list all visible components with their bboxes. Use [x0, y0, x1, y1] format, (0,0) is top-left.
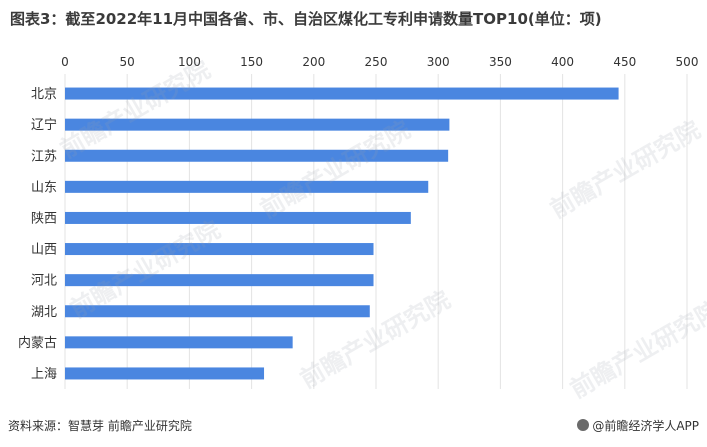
x-tick-label: 500 [676, 55, 699, 69]
x-tick-label: 50 [120, 55, 135, 69]
category-label: 江苏 [31, 148, 57, 164]
brand-text: @前瞻经济学人APP [592, 419, 699, 433]
bar-山东 [65, 180, 429, 193]
x-tick-label: 250 [365, 55, 388, 69]
x-tick-label: 100 [178, 55, 201, 69]
bar-山西 [65, 243, 374, 256]
bar-内蒙古 [65, 336, 293, 349]
category-label: 内蒙古 [18, 335, 57, 351]
x-tick-label: 300 [427, 55, 450, 69]
bar-河北 [65, 274, 374, 287]
x-tick-label: 150 [240, 55, 263, 69]
x-tick-label: 450 [613, 55, 636, 69]
x-tick-label: 350 [489, 55, 512, 69]
bar-上海 [65, 367, 265, 380]
x-axis-ticks: 0 50 100 150 200 250 300 350 400 450 500 [61, 55, 698, 69]
category-label: 河北 [31, 274, 57, 289]
footer: 资料来源：智慧芽 前瞻产业研究院 @前瞻经济学人APP [0, 414, 707, 436]
bar-北京 [65, 87, 619, 100]
category-label: 上海 [31, 367, 57, 382]
category-label: 湖北 [31, 305, 57, 320]
bar-辽宁 [65, 118, 450, 131]
x-tick-label: 200 [302, 55, 325, 69]
x-tick-label: 0 [61, 55, 69, 69]
source-note: 资料来源：智慧芽 前瞻产业研究院 [8, 419, 192, 433]
bar-湖北 [65, 305, 370, 318]
brand-credit: @前瞻经济学人APP [577, 417, 699, 434]
category-label: 北京 [31, 87, 57, 102]
bar-chart: 0 50 100 150 200 250 300 350 400 450 500 北京辽宁江苏山东陕… [18, 55, 698, 389]
category-label: 山东 [31, 180, 57, 195]
bar-江苏 [65, 149, 449, 162]
x-tick-label: 400 [551, 55, 574, 69]
bar-陕西 [65, 211, 411, 224]
brand-logo-icon [577, 419, 590, 431]
category-label: 山西 [31, 243, 57, 258]
category-label: 陕西 [31, 211, 57, 226]
category-label: 辽宁 [31, 117, 57, 133]
bars [65, 87, 619, 380]
chart-title: 图表3：截至2022年11月中国各省、市、自治区煤化工专利申请数量TOP10(单… [10, 10, 602, 28]
